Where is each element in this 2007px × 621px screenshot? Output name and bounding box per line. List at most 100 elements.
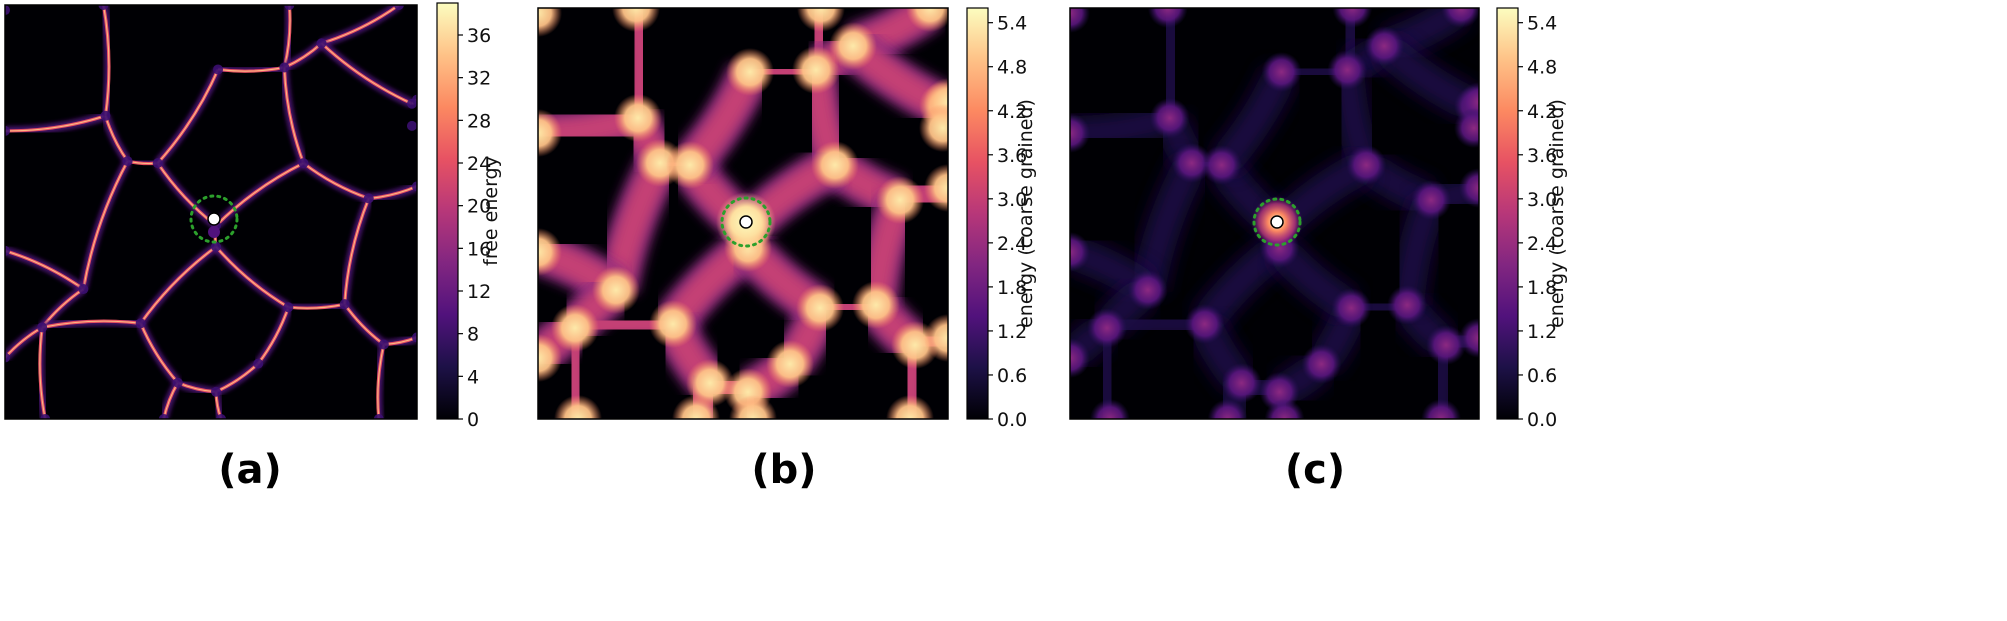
junction-b xyxy=(726,48,774,96)
junction-c xyxy=(1332,8,1373,28)
junction-b xyxy=(924,314,948,362)
junction-b xyxy=(538,109,562,157)
junction-a xyxy=(283,302,294,313)
junction-b xyxy=(906,8,948,32)
junction-c xyxy=(1127,270,1168,310)
junction-c xyxy=(1086,308,1127,348)
junction-b xyxy=(538,334,562,382)
junction-b xyxy=(592,266,640,314)
junction-b xyxy=(666,141,714,189)
junction-a xyxy=(216,414,227,419)
junction-c xyxy=(1261,52,1302,92)
junction-c xyxy=(1327,50,1368,90)
colorbar-tick-label: 1.8 xyxy=(997,277,1027,299)
colorbar-tick-label: 4.2 xyxy=(1527,101,1557,123)
colorbar-tick-label: 0.6 xyxy=(997,365,1027,387)
junction-b xyxy=(829,22,877,70)
junction-b xyxy=(612,8,660,32)
edge-core-a xyxy=(5,115,106,132)
junction-a xyxy=(406,120,417,131)
colorbar-tick-label: 3.6 xyxy=(997,145,1027,167)
edge-core-a xyxy=(215,162,304,226)
junction-c xyxy=(1411,180,1452,220)
junction-b xyxy=(551,304,599,352)
junction-c xyxy=(1070,338,1090,378)
heatmap-b-network xyxy=(538,8,948,419)
colorbar-tick-label: 32 xyxy=(467,68,491,90)
junction-a xyxy=(78,284,89,295)
junction-c xyxy=(1441,8,1479,28)
colorbar-label: energy (coarse grained) xyxy=(1546,99,1568,328)
junction-a xyxy=(211,386,222,397)
marker-b xyxy=(739,215,753,229)
caption-a: (a) xyxy=(218,447,282,493)
colorbar-tick-label: 4.2 xyxy=(997,101,1027,123)
colorbar-frame xyxy=(1496,7,1519,420)
colorbar-tick-label: 5.4 xyxy=(1527,13,1557,35)
junction-a xyxy=(412,332,417,343)
marker-a xyxy=(207,212,221,226)
junction-c xyxy=(1070,232,1090,272)
edge-core-a xyxy=(140,323,179,384)
colorbar-tick-label: 28 xyxy=(467,110,491,132)
junction-c xyxy=(1264,399,1305,419)
junction-a xyxy=(152,158,163,169)
colorbar-tick-label: 36 xyxy=(467,25,491,47)
junction-b xyxy=(649,300,697,348)
junction-c xyxy=(1207,399,1248,419)
edge-core-a xyxy=(102,5,110,116)
junction-c xyxy=(1454,108,1479,148)
junction-a xyxy=(208,226,220,238)
colorbar-tick-label: 12 xyxy=(467,281,491,303)
junction-c xyxy=(1421,399,1462,419)
colorbar-tick-label: 2.4 xyxy=(1527,233,1557,255)
caption-b: (b) xyxy=(751,447,816,493)
colorbar-tick-label: 16 xyxy=(467,238,491,260)
junction-b xyxy=(852,281,900,329)
colorbar-b: 0.0 0.6 1.2 1.8 2.4 3.0 3.6 4.2 4.8 5.4 energy (co… xyxy=(966,7,1037,431)
colorbar-tick-label: 1.8 xyxy=(1527,277,1557,299)
junction-c xyxy=(1184,304,1225,344)
junction-c xyxy=(1221,363,1262,403)
junction-b xyxy=(614,94,662,142)
panel-c xyxy=(1069,7,1480,420)
colorbar-tick-label: 5.4 xyxy=(997,13,1027,35)
edge-core-a xyxy=(215,246,289,308)
edge-core-a xyxy=(140,246,217,324)
junction-c xyxy=(1387,285,1428,325)
colorbar-tick-label: 1.2 xyxy=(997,321,1027,343)
colorbar-tick-label: 8 xyxy=(467,324,479,346)
edge-core-a xyxy=(39,327,46,419)
colorbar-tick-label: 20 xyxy=(467,196,491,218)
colorbar-tick-label: 0 xyxy=(467,409,479,431)
colorbar-gradient xyxy=(967,8,988,419)
colorbar-tick-label: 0.0 xyxy=(997,409,1027,431)
panel-a xyxy=(4,4,418,420)
junction-a xyxy=(5,5,10,16)
junction-a xyxy=(135,318,146,329)
colorbar-tick-label: 4.8 xyxy=(1527,57,1557,79)
junction-a xyxy=(298,158,309,169)
edge-core-a xyxy=(344,198,370,305)
heatmap-a-frame xyxy=(4,4,418,420)
edge-core-a xyxy=(377,344,385,419)
junction-c xyxy=(1364,26,1405,66)
colorbar-tick-label: 4.8 xyxy=(997,57,1027,79)
junction-c xyxy=(1201,145,1242,185)
colorbar-gradient xyxy=(437,3,458,419)
dotted-circle-c xyxy=(1252,197,1302,247)
junction-b xyxy=(672,395,720,419)
heatmap-c-frame xyxy=(1069,7,1480,420)
edge-core-a xyxy=(321,5,400,44)
colorbar-gradient xyxy=(1497,8,1518,419)
junction-a xyxy=(279,62,290,73)
junction-a xyxy=(98,5,109,10)
junction-a xyxy=(412,94,417,105)
colorbar-tick-label: 3.0 xyxy=(1527,189,1557,211)
junction-c xyxy=(1147,8,1188,28)
junction-b xyxy=(686,359,734,407)
junction-c xyxy=(1346,145,1387,185)
junction-b xyxy=(796,284,844,332)
edge-core-a xyxy=(42,320,141,328)
